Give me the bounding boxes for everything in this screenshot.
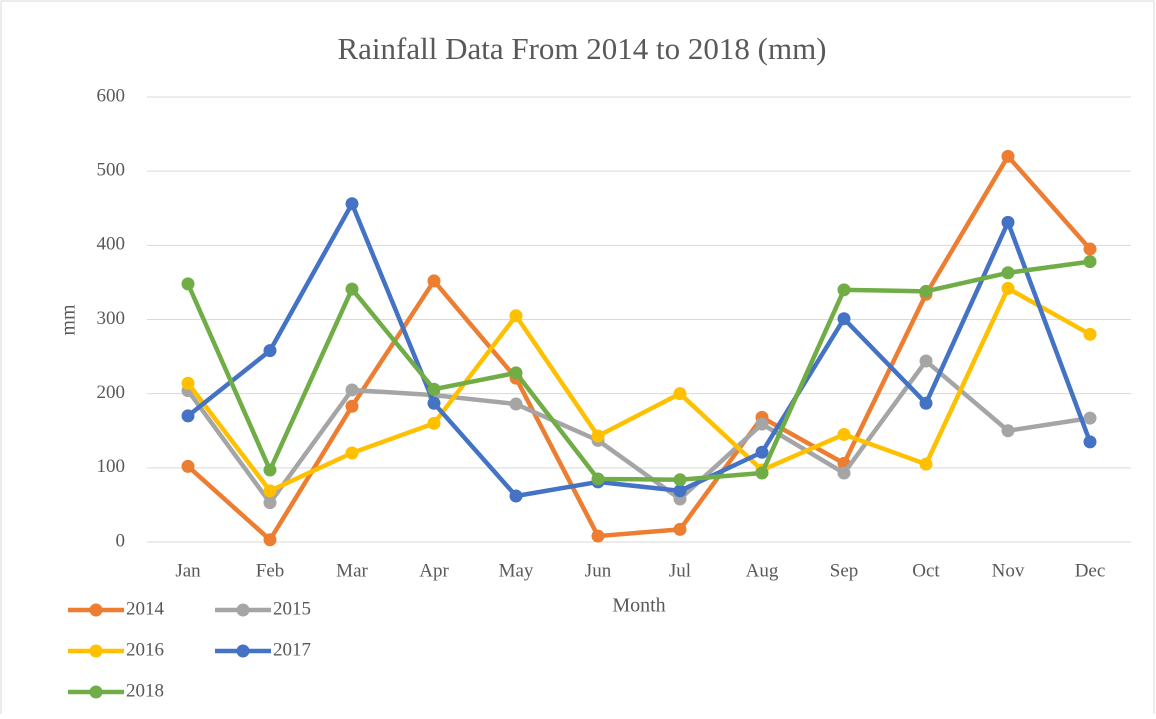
data-point bbox=[1083, 327, 1097, 341]
y-tick-label: 400 bbox=[97, 234, 126, 255]
y-tick-label: 0 bbox=[116, 530, 126, 551]
data-point bbox=[509, 309, 523, 323]
x-tick-label: Mar bbox=[336, 560, 368, 581]
data-point bbox=[509, 366, 523, 380]
data-point bbox=[1001, 266, 1015, 280]
data-point bbox=[181, 459, 195, 473]
data-point bbox=[509, 489, 523, 503]
data-point bbox=[755, 466, 769, 480]
y-tick-label: 600 bbox=[97, 85, 126, 106]
x-axis-label: Month bbox=[612, 595, 665, 617]
data-point bbox=[427, 382, 441, 396]
data-point bbox=[919, 457, 933, 471]
data-point bbox=[345, 399, 359, 413]
y-tick-label: 300 bbox=[97, 308, 126, 329]
y-tick-label: 200 bbox=[97, 382, 126, 403]
data-point bbox=[837, 466, 851, 480]
x-tick-label: Dec bbox=[1075, 560, 1106, 581]
data-point bbox=[181, 376, 195, 390]
x-tick-label: Feb bbox=[256, 560, 285, 581]
x-tick-label: Jun bbox=[585, 560, 612, 581]
data-point bbox=[1083, 255, 1097, 269]
legend-label: 2016 bbox=[126, 639, 164, 660]
data-point bbox=[263, 484, 277, 498]
data-point bbox=[427, 416, 441, 430]
data-point bbox=[263, 533, 277, 547]
data-point bbox=[181, 409, 195, 423]
data-point bbox=[345, 383, 359, 397]
data-point bbox=[1001, 281, 1015, 295]
data-point bbox=[837, 427, 851, 441]
legend-marker bbox=[89, 685, 103, 699]
x-tick-label: Jul bbox=[669, 560, 691, 581]
data-point bbox=[345, 197, 359, 211]
legend-label: 2018 bbox=[126, 680, 164, 701]
legend-marker bbox=[89, 603, 103, 617]
y-tick-label: 500 bbox=[97, 160, 126, 181]
x-tick-label: Oct bbox=[912, 560, 940, 581]
data-point bbox=[837, 283, 851, 297]
series-line bbox=[186, 154, 1092, 543]
data-point bbox=[263, 463, 277, 477]
y-tick-label: 100 bbox=[97, 456, 126, 477]
legend-label: 2015 bbox=[273, 598, 311, 619]
data-point bbox=[591, 429, 605, 443]
series-line bbox=[186, 286, 1092, 494]
data-point bbox=[591, 529, 605, 543]
data-point bbox=[755, 445, 769, 459]
data-point bbox=[919, 354, 933, 368]
data-point bbox=[591, 472, 605, 486]
data-point bbox=[1083, 435, 1097, 449]
data-point bbox=[1001, 215, 1015, 229]
x-tick-label: May bbox=[499, 560, 534, 581]
data-point bbox=[263, 496, 277, 510]
data-point bbox=[181, 277, 195, 291]
data-point bbox=[345, 282, 359, 296]
series-line bbox=[186, 201, 1093, 499]
x-tick-label: Sep bbox=[830, 560, 859, 581]
chart-title: Rainfall Data From 2014 to 2018 (mm) bbox=[337, 31, 826, 66]
data-point bbox=[673, 484, 687, 498]
data-point bbox=[1001, 424, 1015, 438]
data-point bbox=[919, 396, 933, 410]
data-point bbox=[509, 397, 523, 411]
x-tick-label: Jan bbox=[175, 560, 201, 581]
data-point bbox=[1001, 149, 1015, 163]
data-point bbox=[837, 312, 851, 326]
data-point bbox=[427, 274, 441, 288]
data-point bbox=[673, 473, 687, 487]
legend-marker bbox=[236, 603, 250, 617]
x-tick-label: Aug bbox=[746, 560, 779, 581]
y-axis-label: mm bbox=[58, 304, 80, 336]
data-point bbox=[1083, 242, 1097, 256]
data-point bbox=[263, 344, 277, 358]
legend-marker bbox=[89, 644, 103, 658]
data-point bbox=[919, 284, 933, 298]
series-line bbox=[185, 259, 1091, 482]
data-point bbox=[1083, 411, 1097, 425]
data-point bbox=[755, 417, 769, 431]
x-tick-label: Apr bbox=[419, 560, 449, 581]
data-point bbox=[345, 446, 359, 460]
legend-label: 2017 bbox=[273, 639, 311, 660]
data-point bbox=[673, 387, 687, 401]
legend-label: 2014 bbox=[126, 598, 165, 619]
data-point bbox=[673, 522, 687, 536]
data-point bbox=[427, 396, 441, 410]
legend-marker bbox=[236, 644, 250, 658]
x-tick-label: Nov bbox=[992, 560, 1025, 581]
